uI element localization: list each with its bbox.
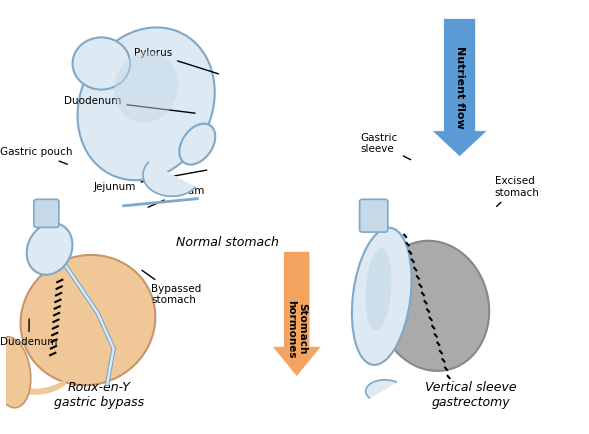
Text: Excised
stomach: Excised stomach: [495, 176, 540, 207]
Text: Nutrient flow: Nutrient flow: [455, 46, 465, 129]
Ellipse shape: [114, 52, 178, 123]
Text: Gastric
sleeve: Gastric sleeve: [361, 133, 411, 160]
FancyArrow shape: [432, 19, 487, 157]
Ellipse shape: [72, 37, 130, 89]
Ellipse shape: [376, 241, 489, 371]
FancyBboxPatch shape: [34, 199, 59, 227]
Text: Vertical sleeve
gastrectomy: Vertical sleeve gastrectomy: [425, 381, 517, 409]
Text: Jejunum: Jejunum: [93, 170, 207, 192]
Text: Bypassed
stomach: Bypassed stomach: [142, 270, 201, 306]
Ellipse shape: [352, 228, 412, 365]
Polygon shape: [143, 162, 195, 196]
Text: Normal stomach: Normal stomach: [176, 237, 279, 250]
Ellipse shape: [27, 223, 72, 275]
Text: Stomach
hormones: Stomach hormones: [286, 300, 307, 358]
Text: Jejunum: Jejunum: [148, 186, 206, 207]
Text: Pylorus: Pylorus: [134, 48, 219, 74]
Ellipse shape: [365, 248, 392, 331]
Text: Duodenum: Duodenum: [64, 95, 195, 113]
Text: Duodenum: Duodenum: [0, 319, 58, 347]
Ellipse shape: [21, 255, 155, 385]
Ellipse shape: [179, 124, 216, 164]
Ellipse shape: [0, 337, 31, 408]
Ellipse shape: [78, 27, 215, 180]
Text: Gastric pouch: Gastric pouch: [0, 147, 72, 164]
Text: Roux-en-Y
gastric bypass: Roux-en-Y gastric bypass: [54, 381, 144, 409]
FancyBboxPatch shape: [360, 199, 388, 232]
FancyArrow shape: [272, 251, 322, 377]
Polygon shape: [366, 380, 396, 398]
